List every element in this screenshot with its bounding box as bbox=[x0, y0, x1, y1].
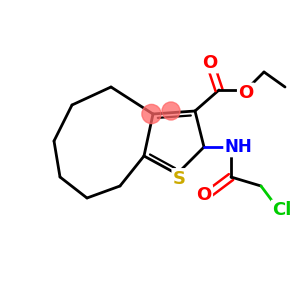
Text: NH: NH bbox=[225, 138, 252, 156]
Text: O: O bbox=[238, 84, 253, 102]
Text: O: O bbox=[196, 186, 211, 204]
Text: Cl: Cl bbox=[272, 201, 292, 219]
Circle shape bbox=[162, 102, 180, 120]
Text: S: S bbox=[173, 169, 186, 188]
Text: O: O bbox=[202, 54, 217, 72]
Circle shape bbox=[142, 104, 161, 124]
